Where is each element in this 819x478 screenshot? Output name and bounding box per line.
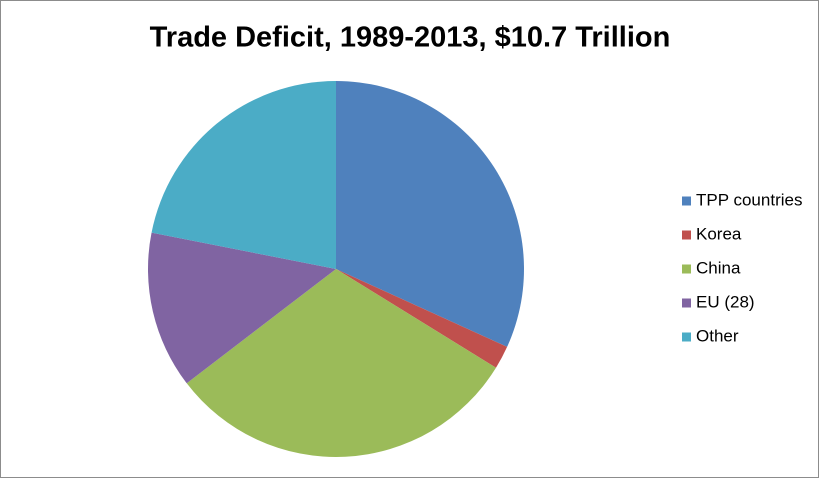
legend-label: TPP countries xyxy=(696,190,802,209)
legend-label: EU (28) xyxy=(696,292,755,311)
legend-swatch xyxy=(682,332,691,342)
legend-swatch xyxy=(682,264,691,274)
pie-slice xyxy=(336,81,524,347)
legend-swatch xyxy=(682,298,691,308)
legend-label: Other xyxy=(696,326,739,345)
pie-slice xyxy=(151,81,336,269)
legend-swatch xyxy=(682,196,691,206)
pie-slice xyxy=(148,232,336,384)
legend-label: Korea xyxy=(696,224,742,243)
pie-slice xyxy=(186,269,496,457)
chart-title: Trade Deficit, 1989-2013, $10.7 Trillion xyxy=(150,22,671,54)
legend-label: China xyxy=(696,258,741,277)
legend-swatch xyxy=(682,230,691,240)
pie-slice xyxy=(336,269,508,368)
